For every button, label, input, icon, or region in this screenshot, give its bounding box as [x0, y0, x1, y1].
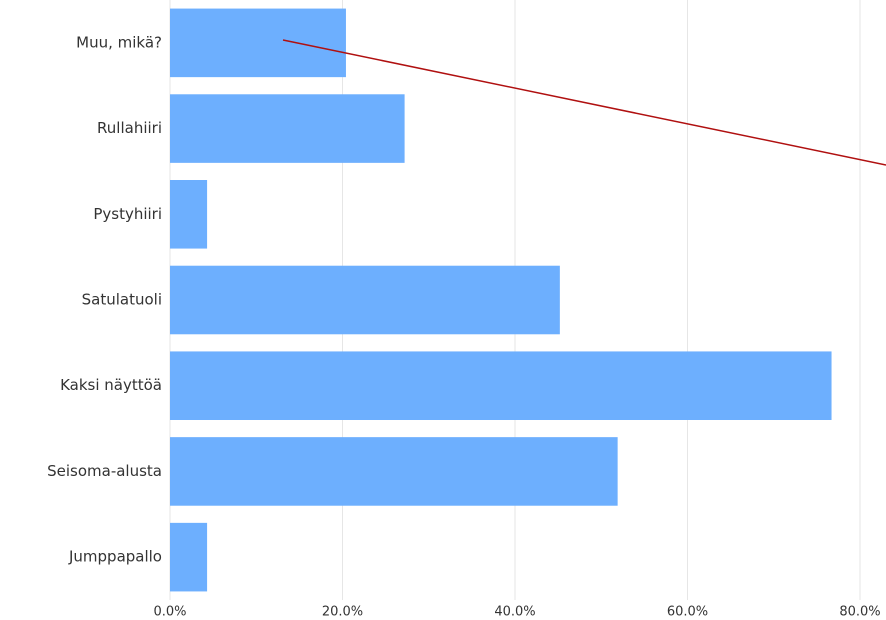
bar: [170, 351, 832, 420]
x-tick-label: 20.0%: [322, 605, 363, 620]
bar: [170, 94, 405, 163]
bar: [170, 437, 618, 506]
bar: [170, 265, 560, 335]
y-tick-label: Kaksi näyttöä: [60, 376, 162, 394]
x-tick-label: 60.0%: [667, 605, 708, 620]
y-tick-label: Pystyhiiri: [93, 205, 162, 223]
y-tick-label: Satulatuoli: [82, 291, 162, 309]
y-tick-label: Jumppapallo: [68, 548, 162, 566]
y-tick-label: Rullahiiri: [97, 119, 162, 137]
y-tick-label: Muu, mikä?: [76, 33, 162, 51]
bar: [170, 180, 208, 249]
x-tick-label: 80.0%: [839, 605, 880, 620]
bar: [170, 8, 346, 78]
y-tick-label: Seisoma-alusta: [47, 462, 162, 480]
bar: [170, 522, 208, 592]
annotation-line: [282, 39, 886, 166]
bars: [170, 8, 832, 592]
x-tick-label: 40.0%: [494, 605, 535, 620]
x-tick-label: 0.0%: [153, 605, 186, 620]
